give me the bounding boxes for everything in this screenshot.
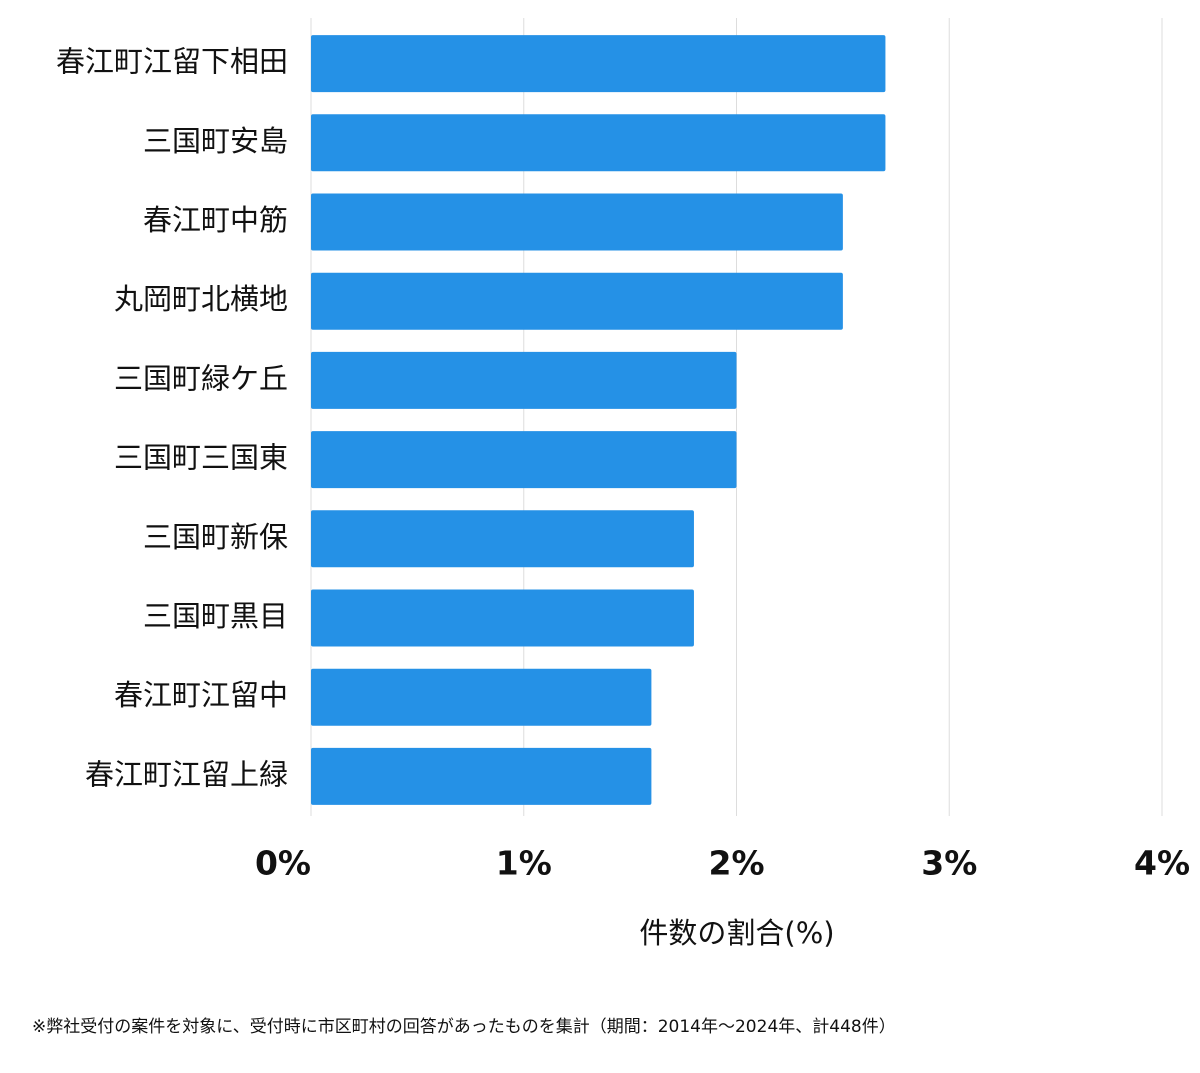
x-tick-label: 2%	[708, 844, 764, 883]
y-tick-label: 春江町江留中	[114, 678, 288, 712]
y-tick-label: 春江町中筋	[143, 203, 288, 237]
bar	[311, 193, 843, 251]
y-tick-label: 春江町江留下相田	[56, 45, 288, 79]
bar	[311, 351, 737, 409]
y-tick-label: 三国町三国東	[114, 441, 288, 475]
x-axis-title: 件数の割合(%)	[639, 916, 834, 950]
bar	[311, 35, 886, 93]
bar	[311, 589, 694, 647]
bar	[311, 272, 843, 330]
bar	[311, 431, 737, 489]
bar	[311, 668, 652, 726]
y-tick-label: 三国町安島	[143, 124, 288, 158]
bar	[311, 114, 886, 172]
x-tick-label: 4%	[1134, 844, 1190, 883]
y-tick-label: 春江町江留上緑	[85, 757, 288, 791]
y-tick-label: 丸岡町北横地	[114, 282, 288, 316]
bar	[311, 747, 652, 805]
y-tick-label: 三国町黒目	[143, 599, 288, 633]
x-tick-label: 1%	[496, 844, 552, 883]
bar	[311, 510, 694, 568]
footnote: ※弊社受付の案件を対象に、受付時に市区町村の回答があったものを集計（期間：201…	[32, 1017, 896, 1037]
y-tick-label: 三国町新保	[143, 520, 288, 554]
x-tick-label: 0%	[255, 844, 311, 883]
y-tick-label: 三国町緑ケ丘	[114, 361, 288, 395]
x-tick-label: 3%	[921, 844, 977, 883]
